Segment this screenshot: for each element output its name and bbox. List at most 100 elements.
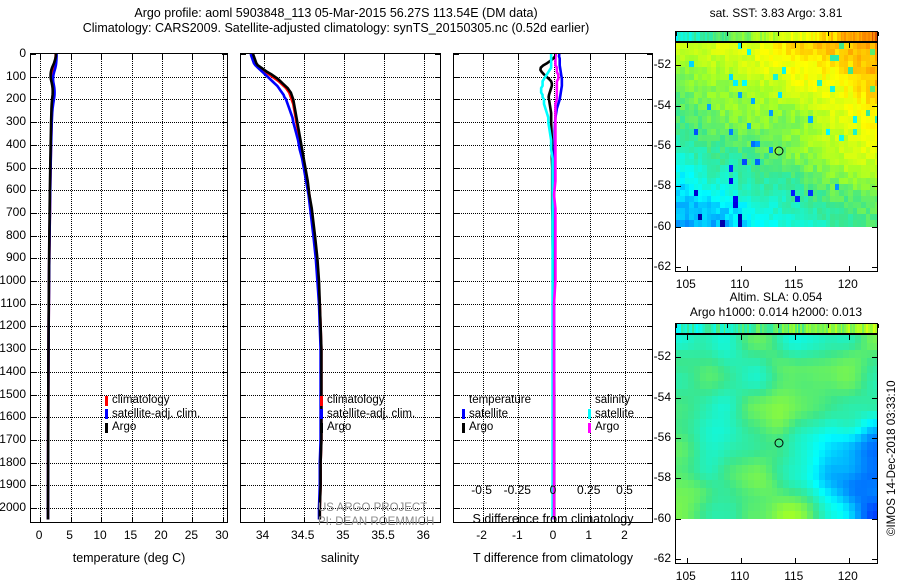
map-cell [702,43,707,50]
colorbar-segment [791,32,793,41]
map-cell [870,73,875,80]
map-cell [689,91,694,99]
map-cell [715,208,721,215]
map-cell [680,220,685,227]
map-cell [764,165,769,172]
map-cell [706,79,712,86]
map-cell [843,183,849,190]
map-cell [786,73,791,80]
map-cell [834,49,840,56]
map-cell [790,79,796,86]
legend-salinity-item: Argo [320,421,415,435]
map-cell [698,122,703,129]
map-cell [874,110,877,117]
map-cell [729,388,736,397]
map-cell [789,373,796,381]
map-cell [720,91,725,99]
map-cell [741,365,748,374]
map-cell [873,465,877,473]
colorbar-segment [814,324,817,333]
axis-tick-right [222,144,227,146]
colorbar-segment [767,324,770,333]
map-cell [817,147,822,154]
sla-map-title-line1: Altim. SLA: 0.054 [729,290,823,304]
map-cell [693,140,699,148]
map-cell [817,128,822,135]
map-cell [843,67,849,74]
map-cell [759,350,766,358]
colorbar-segment [692,32,695,41]
map-tick-bottom [794,266,796,271]
map-cell [813,373,820,381]
map-cell [821,104,827,111]
map-cell [711,73,716,80]
map-cell [807,426,814,435]
map-cell [808,208,813,215]
axis-tick-right [647,54,652,55]
map-cell [777,411,784,420]
map-cell [693,442,700,450]
map-cell [786,79,791,86]
map-cell [681,365,688,374]
map-cell [843,85,849,92]
map-cell [856,122,862,129]
map-cell [693,208,699,215]
axis-tick-left [241,417,246,419]
map-cell [819,487,826,496]
map-cell [848,134,853,141]
map-cell [803,134,809,141]
map-cell [795,357,802,366]
map-cell [825,388,832,397]
map-cell [693,55,699,62]
legend-swatch [588,422,591,433]
axis-tick-label-y: 900 [5,250,26,265]
axis-tick-top [192,54,194,59]
map-cell [870,55,875,62]
map-cell [720,67,725,74]
map-cell [689,177,694,184]
map-cell [799,104,804,111]
map-cell [742,73,747,80]
map-cell [687,350,694,358]
salinity-xlabel: salinity [320,551,360,565]
map-cell [837,357,844,366]
map-cell [795,388,802,397]
map-cell [777,73,782,80]
map-cell [795,159,800,166]
map-cell [865,55,871,62]
axis-tick-label-y: 1400 [0,363,26,378]
colorbar-segment [833,324,836,333]
map-cell [786,183,791,190]
map-cell [737,73,743,80]
map-cell [773,195,778,203]
map-cell [803,147,809,154]
map-cell [755,91,760,99]
plot-surface [241,54,440,522]
map-cell [728,116,734,123]
map-cell [852,91,857,99]
map-cell [724,202,729,209]
map-cell [764,67,769,74]
colorbar-segment [743,32,746,41]
map-cell [687,442,694,450]
axis-tick-right [222,122,227,124]
map-cell [790,116,796,123]
map-cell [848,214,853,221]
map-cell [729,396,736,404]
gridline-vertical [303,54,305,522]
map-cell [689,165,694,172]
map-cell [746,122,752,129]
map-cell [817,202,822,209]
axis-tick-right [435,439,440,441]
map-tick-label-x: 115 [784,277,804,291]
map-cell [755,153,760,160]
colorbar-segment [873,32,876,41]
map-cell [689,73,694,80]
map-cell [684,153,690,160]
map-cell [735,419,742,427]
gridline-horizontal [241,371,440,373]
colorbar-segment [763,32,766,41]
map-cell [861,189,866,196]
map-cell [861,49,866,56]
map-cell [737,183,743,190]
